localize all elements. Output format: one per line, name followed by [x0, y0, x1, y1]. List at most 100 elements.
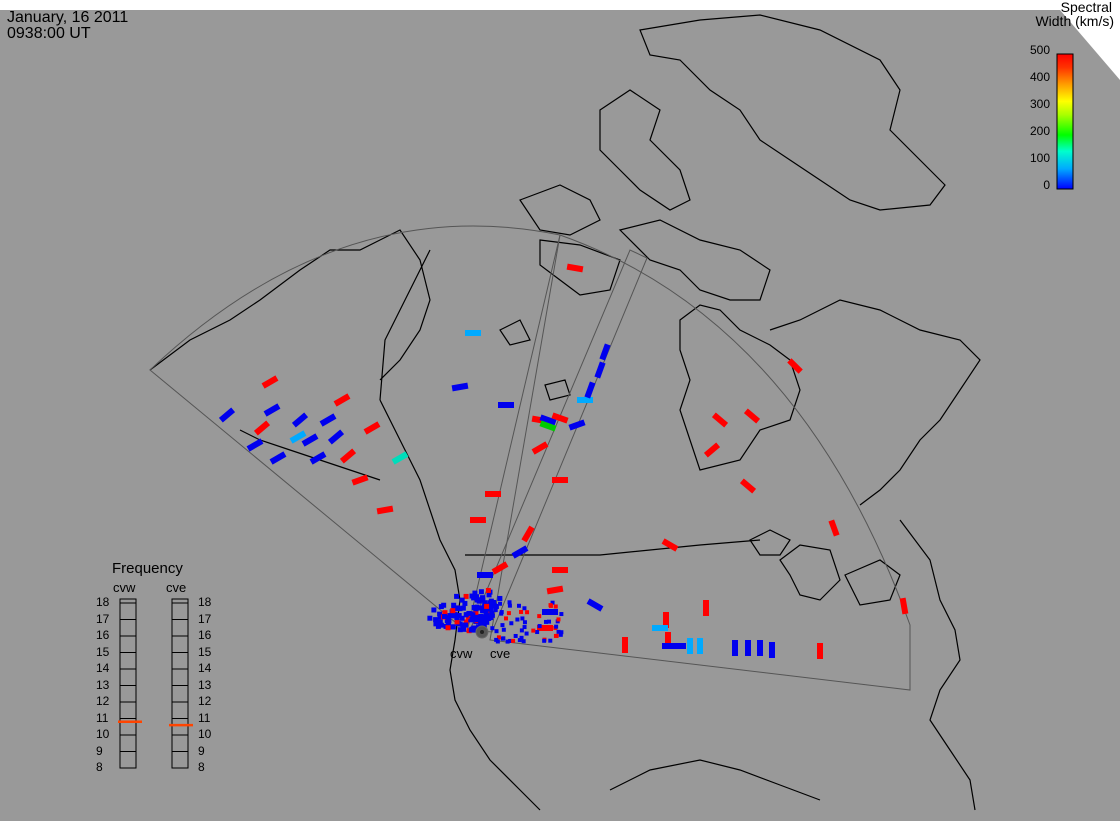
colorbar-tick: 500	[1020, 43, 1050, 57]
echo-cell	[478, 620, 483, 625]
echo-cell	[491, 614, 495, 618]
echo-cell	[498, 602, 502, 606]
echo-cell	[556, 617, 560, 621]
echo-cell	[518, 638, 522, 642]
echo-cell	[494, 608, 498, 612]
echo-cell	[670, 643, 686, 649]
frequency-gauges	[118, 598, 193, 773]
echo-cell	[559, 612, 563, 616]
echo-cell	[436, 624, 441, 629]
frequency-title: Frequency	[112, 560, 183, 577]
radar-label-cve: cve	[490, 646, 510, 661]
echo-cell	[757, 640, 763, 656]
echo-cell	[501, 637, 505, 641]
frequency-tick-left: 16	[96, 628, 109, 642]
colorbar-title-line1: Spectral	[1061, 0, 1112, 14]
echo-cell	[490, 603, 495, 608]
frequency-tick-left: 18	[96, 595, 109, 609]
echo-cell	[454, 594, 459, 599]
echo-cell	[439, 604, 444, 609]
echo-cell	[514, 634, 518, 638]
echo-cell	[461, 606, 466, 611]
echo-cell	[450, 608, 455, 613]
frequency-tick-right: 12	[198, 694, 211, 708]
frequency-tick-left: 17	[96, 612, 109, 626]
frequency-tick-right: 9	[198, 744, 205, 758]
radar-label-cvw: cvw	[450, 646, 472, 661]
colorbar-tick: 0	[1020, 178, 1050, 192]
frequency-tick-right: 17	[198, 612, 211, 626]
echo-cell	[687, 638, 693, 654]
echo-cell	[697, 638, 703, 654]
frequency-tick-left: 10	[96, 727, 109, 741]
echo-cell	[511, 639, 515, 643]
echo-cell	[451, 624, 456, 629]
echo-cell	[509, 621, 513, 625]
echo-cell	[537, 614, 541, 618]
echo-cell	[577, 397, 593, 403]
echo-cell	[531, 629, 535, 633]
echo-cell	[745, 640, 751, 656]
echo-cell	[461, 623, 466, 628]
echo-cell	[431, 607, 436, 612]
echo-cell	[462, 601, 467, 606]
echo-cell	[504, 616, 508, 620]
echo-cell	[554, 625, 558, 629]
echo-cell	[535, 630, 539, 634]
echo-cell	[549, 604, 553, 608]
echo-cell	[486, 588, 491, 593]
echo-cell	[548, 639, 552, 643]
echo-cell	[519, 610, 523, 614]
frequency-tick-left: 13	[96, 678, 109, 692]
echo-cell	[547, 620, 551, 624]
frequency-tick-right: 10	[198, 727, 211, 741]
colorbar-tick: 100	[1020, 151, 1050, 165]
echo-cell	[484, 613, 489, 618]
echo-cell	[466, 611, 471, 616]
echo-cell	[652, 625, 668, 631]
frequency-tick-right: 18	[198, 595, 211, 609]
frequency-tick-left: 8	[96, 760, 103, 774]
frequency-tick-right: 11	[198, 711, 210, 725]
colorbar-tick: 200	[1020, 124, 1050, 138]
echo-cell	[769, 642, 775, 658]
date-label: January, 16 2011	[7, 10, 128, 25]
echo-cell	[446, 620, 451, 625]
frequency-tick-right: 13	[198, 678, 211, 692]
echo-cell	[552, 567, 568, 573]
echo-cell	[465, 330, 481, 336]
frequency-tick-left: 14	[96, 661, 109, 675]
echo-cell	[508, 604, 512, 608]
echo-cell	[507, 611, 511, 615]
frequency-tick-right: 14	[198, 661, 211, 675]
echo-cell	[477, 572, 493, 578]
echo-cell	[496, 639, 500, 643]
colorbar-title-line2: Width (km/s)	[1035, 14, 1114, 28]
echo-cell	[474, 594, 479, 599]
echo-cell	[484, 604, 489, 609]
frequency-gauge-cvw	[120, 599, 136, 768]
echo-cell	[502, 628, 506, 632]
echo-cell	[473, 605, 478, 610]
frequency-col-cvw: cvw	[113, 580, 135, 595]
echo-cell	[433, 617, 438, 622]
echo-cell	[442, 614, 447, 619]
echo-cell	[552, 477, 568, 483]
echo-cell	[498, 402, 514, 408]
echo-cell	[427, 616, 432, 621]
echo-cell	[520, 616, 524, 620]
echo-cell	[550, 610, 554, 614]
echo-cell	[487, 592, 492, 597]
frequency-col-cve: cve	[166, 580, 186, 595]
echo-cell	[555, 634, 559, 638]
echo-cell	[479, 597, 484, 602]
echo-cell	[469, 627, 474, 632]
echo-cell	[525, 610, 529, 614]
echo-cell	[456, 605, 461, 610]
colorbar-tick: 400	[1020, 70, 1050, 84]
echo-cell	[495, 629, 499, 633]
echo-cell	[446, 625, 451, 630]
echo-cell	[559, 630, 563, 634]
frequency-tick-left: 12	[96, 694, 109, 708]
echo-cell	[542, 639, 546, 643]
